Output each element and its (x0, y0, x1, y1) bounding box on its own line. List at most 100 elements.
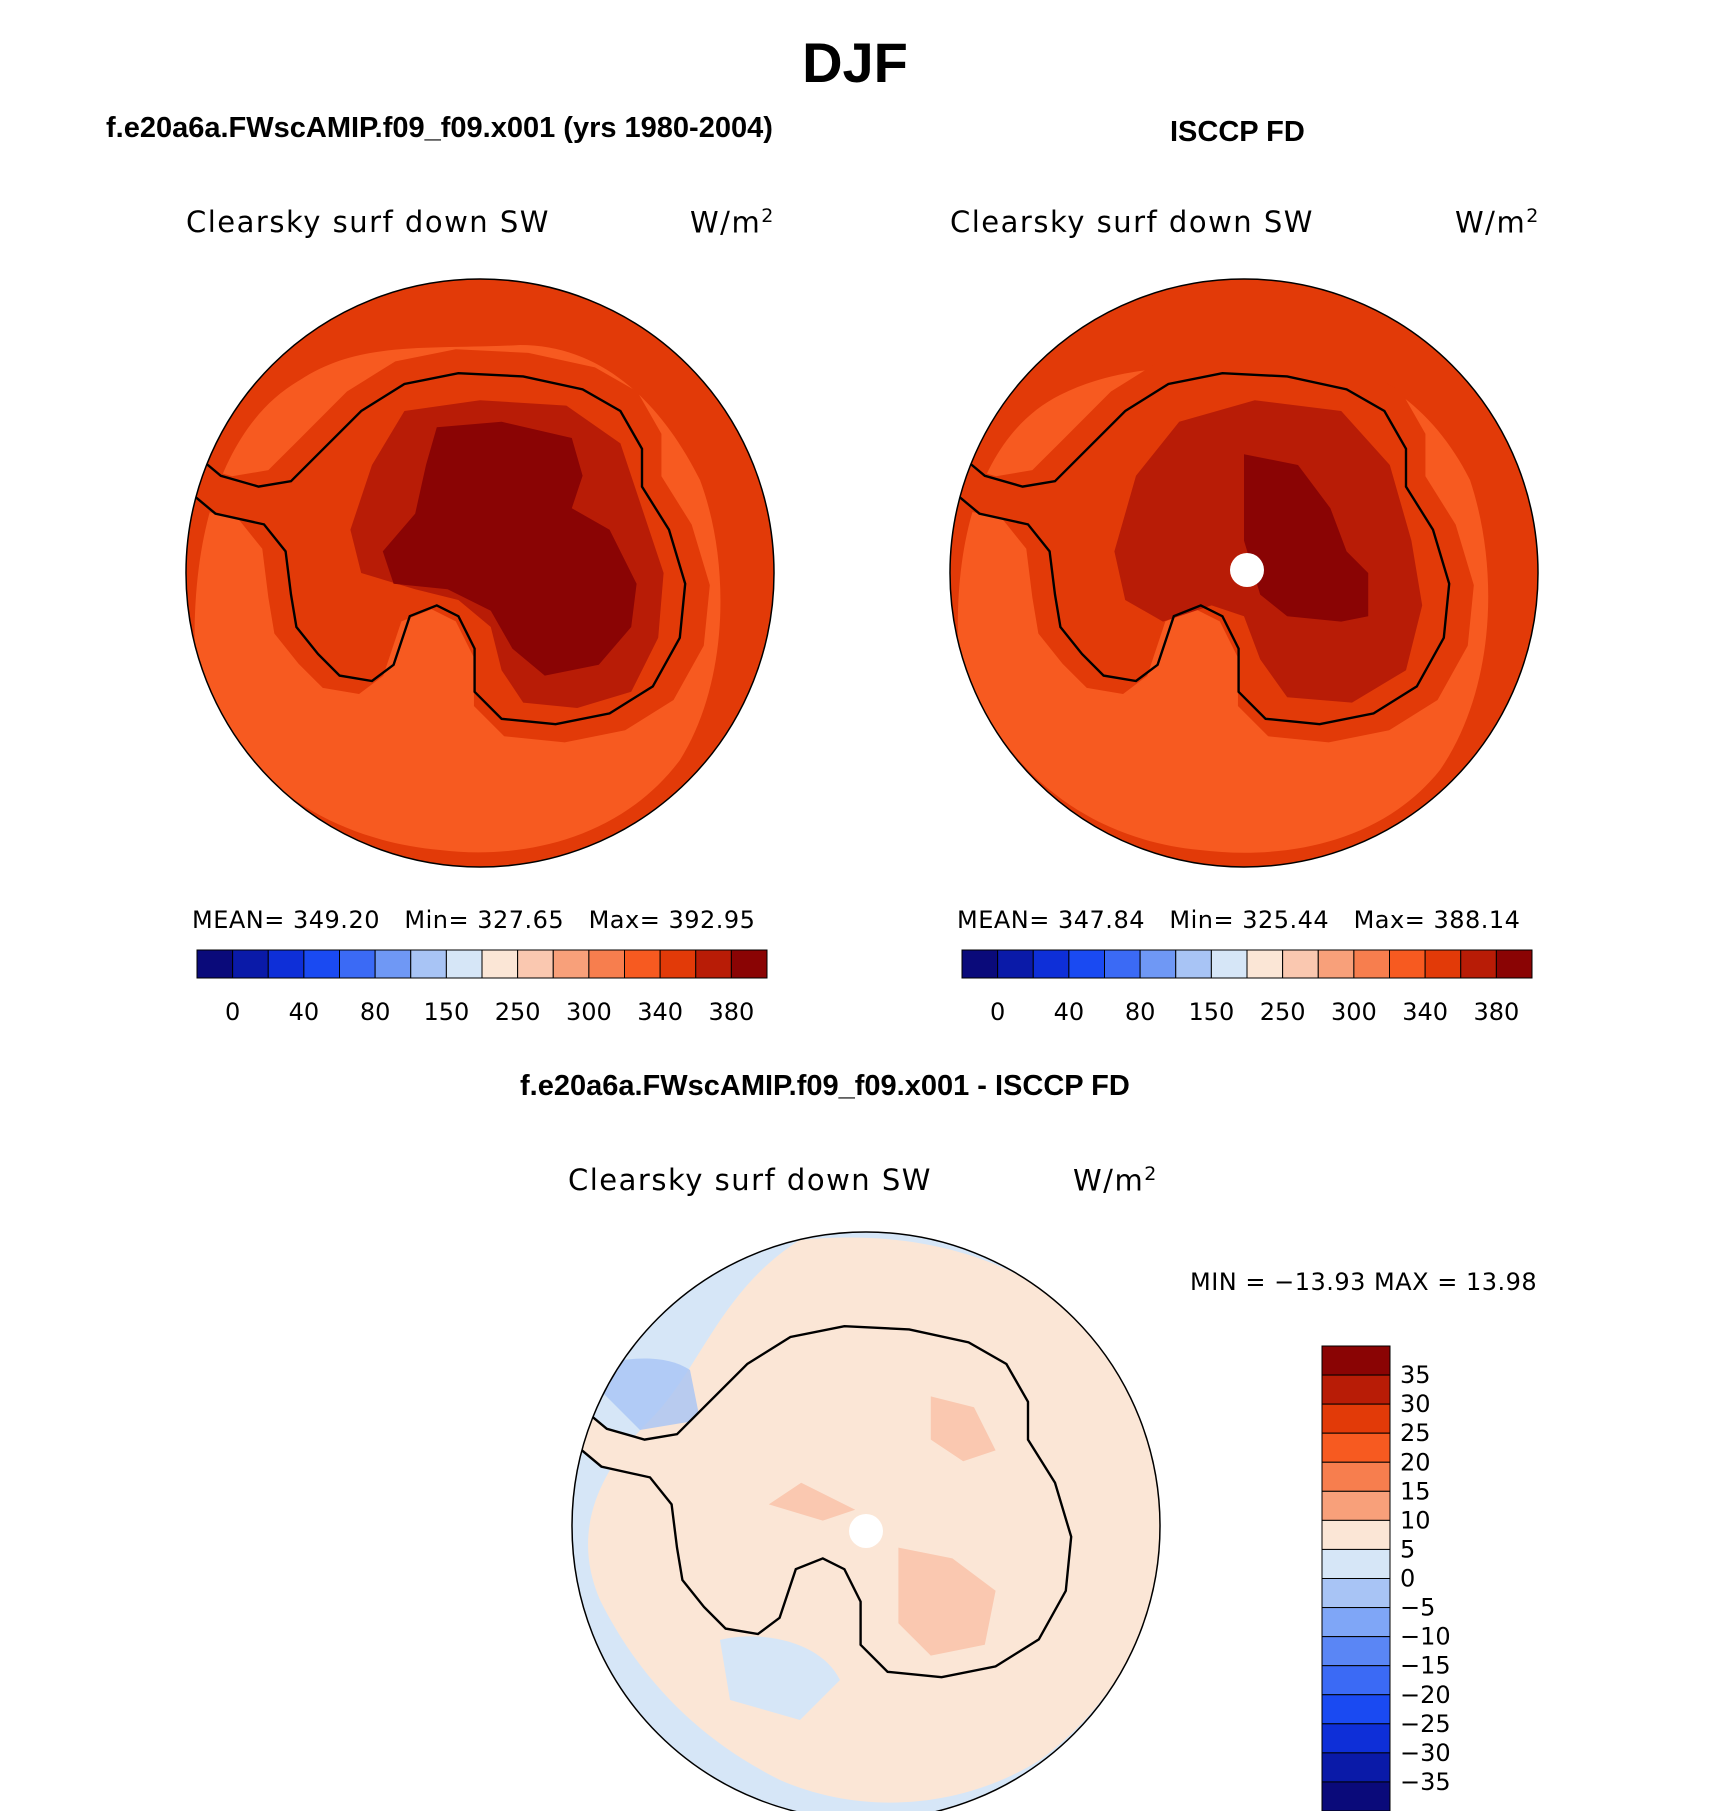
right-colorbar-box (1424, 949, 1462, 979)
right-min-label: Min= (1169, 906, 1235, 934)
left-colorbar-box (624, 949, 661, 979)
right-colorbar-box (961, 949, 999, 979)
diff-ross-patch (720, 1636, 840, 1720)
diff-colorbar-box (1321, 1374, 1391, 1405)
left-colorbar-box (196, 949, 234, 979)
diff-colorbar-label: 35 (1400, 1361, 1431, 1389)
left-colorbar: 0 40 80 150 250 300 340 380 (196, 949, 768, 1026)
left-colorbar-label: 300 (566, 998, 612, 1026)
diff-colorbar-label: 5 (1400, 1535, 1415, 1563)
left-colorbar-box (267, 949, 305, 979)
left-map-border (185, 278, 775, 868)
left-colorbar-box (588, 949, 625, 979)
diff-colorbar-box (1321, 1636, 1391, 1667)
right-panel-title: ISCCP FD (1170, 116, 1305, 148)
left-colorbar-label: 150 (423, 998, 469, 1026)
left-colorbar-box (695, 949, 732, 979)
diff-colorbar-box (1321, 1665, 1391, 1696)
left-max-value: 392.95 (668, 906, 756, 934)
right-units-label: W/m2 (1455, 205, 1540, 240)
diff-colorbar-box (1321, 1781, 1391, 1811)
left-colorbar-box (410, 949, 447, 979)
diff-colorbar-label: −15 (1400, 1652, 1451, 1680)
left-mean-label: MEAN= (192, 906, 285, 934)
diff-colorbar-label: 25 (1400, 1419, 1431, 1447)
diff-map-border (571, 1231, 1161, 1811)
diff-colorbar-box (1321, 1723, 1391, 1754)
right-map-border (949, 278, 1539, 868)
left-colorbar-box (374, 949, 412, 979)
diff-colorbar-label: 20 (1400, 1448, 1431, 1476)
diff-units-label: W/m2 (1073, 1163, 1158, 1198)
right-variable-label: Clearsky surf down SW (950, 205, 1314, 239)
left-colorbar-label: 250 (495, 998, 541, 1026)
right-pole-hole (1230, 553, 1264, 587)
right-colorbar-label: 80 (1125, 998, 1156, 1026)
right-colorbar-box (1353, 949, 1390, 979)
right-colorbar-label: 380 (1473, 998, 1519, 1026)
left-colorbar-box (445, 949, 483, 979)
left-colorbar-box (303, 949, 340, 979)
right-colorbar-box (1175, 949, 1212, 979)
right-colorbar-label: 0 (990, 998, 1005, 1026)
diff-colorbar-box (1321, 1548, 1391, 1579)
right-min-value: 325.44 (1242, 906, 1330, 934)
right-colorbar-label: 40 (1054, 998, 1085, 1026)
left-colorbar-label: 80 (360, 998, 391, 1026)
diff-colorbar-label: 0 (1400, 1565, 1415, 1593)
right-colorbar-box (1460, 949, 1497, 979)
right-mean-value: 347.84 (1058, 906, 1145, 934)
diff-colorbar-label: −30 (1400, 1739, 1451, 1767)
right-colorbar-box (1104, 949, 1141, 979)
right-colorbar-box (1282, 949, 1319, 979)
diff-panel-title: f.e20a6a.FWscAMIP.f09_f09.x001 - ISCCP F… (520, 1070, 1130, 1102)
right-colorbar-box (1210, 949, 1248, 979)
right-colorbar-box (1389, 949, 1426, 979)
left-stats: MEAN= 349.20 Min= 327.65 Max= 392.95 (192, 906, 755, 934)
left-plateau-core (382, 421, 637, 676)
right-colorbar-label: 150 (1188, 998, 1234, 1026)
right-colorbar-label: 340 (1402, 998, 1448, 1026)
diff-map (571, 1231, 1161, 1811)
diff-colorbar-label: −35 (1400, 1768, 1451, 1796)
left-colorbar-label: 340 (637, 998, 683, 1026)
right-colorbar: 0 40 80 150 250 300 340 380 (961, 949, 1533, 1026)
diff-colorbar-box (1321, 1403, 1391, 1434)
diff-colorbar-label: −20 (1400, 1681, 1451, 1709)
right-colorbar-label: 300 (1331, 998, 1377, 1026)
diff-colorbar-box (1321, 1461, 1391, 1492)
right-colorbar-box (1068, 949, 1105, 979)
right-max-value: 388.14 (1433, 906, 1521, 934)
diff-west-patch (768, 1482, 856, 1521)
left-colorbar-box (659, 949, 697, 979)
right-colorbar-box (1317, 949, 1355, 979)
right-colorbar-box (1495, 949, 1533, 979)
left-colorbar-box (730, 949, 768, 979)
diff-colorbar-box (1321, 1752, 1391, 1783)
diff-variable-label: Clearsky surf down SW (568, 1163, 932, 1197)
left-min-value: 327.65 (477, 906, 565, 934)
right-colorbar-box (1246, 949, 1284, 979)
diff-east-patch-2 (930, 1396, 996, 1462)
right-colorbar-box (1139, 949, 1177, 979)
right-core (1244, 454, 1369, 622)
right-max-label: Max= (1353, 906, 1426, 934)
left-min-label: Min= (404, 906, 470, 934)
right-mean-label: MEAN= (957, 906, 1050, 934)
diff-minmax: MIN = −13.93 MAX = 13.98 (1190, 1268, 1538, 1296)
left-colorbar-label: 0 (225, 998, 240, 1026)
left-colorbar-box (517, 949, 554, 979)
diff-colorbar-label: −5 (1400, 1594, 1435, 1622)
left-colorbar-box (232, 949, 269, 979)
diff-pole-hole (849, 1514, 883, 1548)
diff-colorbar-box (1321, 1519, 1391, 1550)
left-colorbar-box (339, 949, 376, 979)
diff-east-patch-1 (898, 1547, 996, 1656)
diff-colorbar-box (1321, 1607, 1391, 1638)
right-map (949, 278, 1539, 868)
left-colorbar-box (552, 949, 590, 979)
diff-colorbar-box (1321, 1490, 1391, 1521)
diff-colorbar-label: 15 (1400, 1477, 1431, 1505)
